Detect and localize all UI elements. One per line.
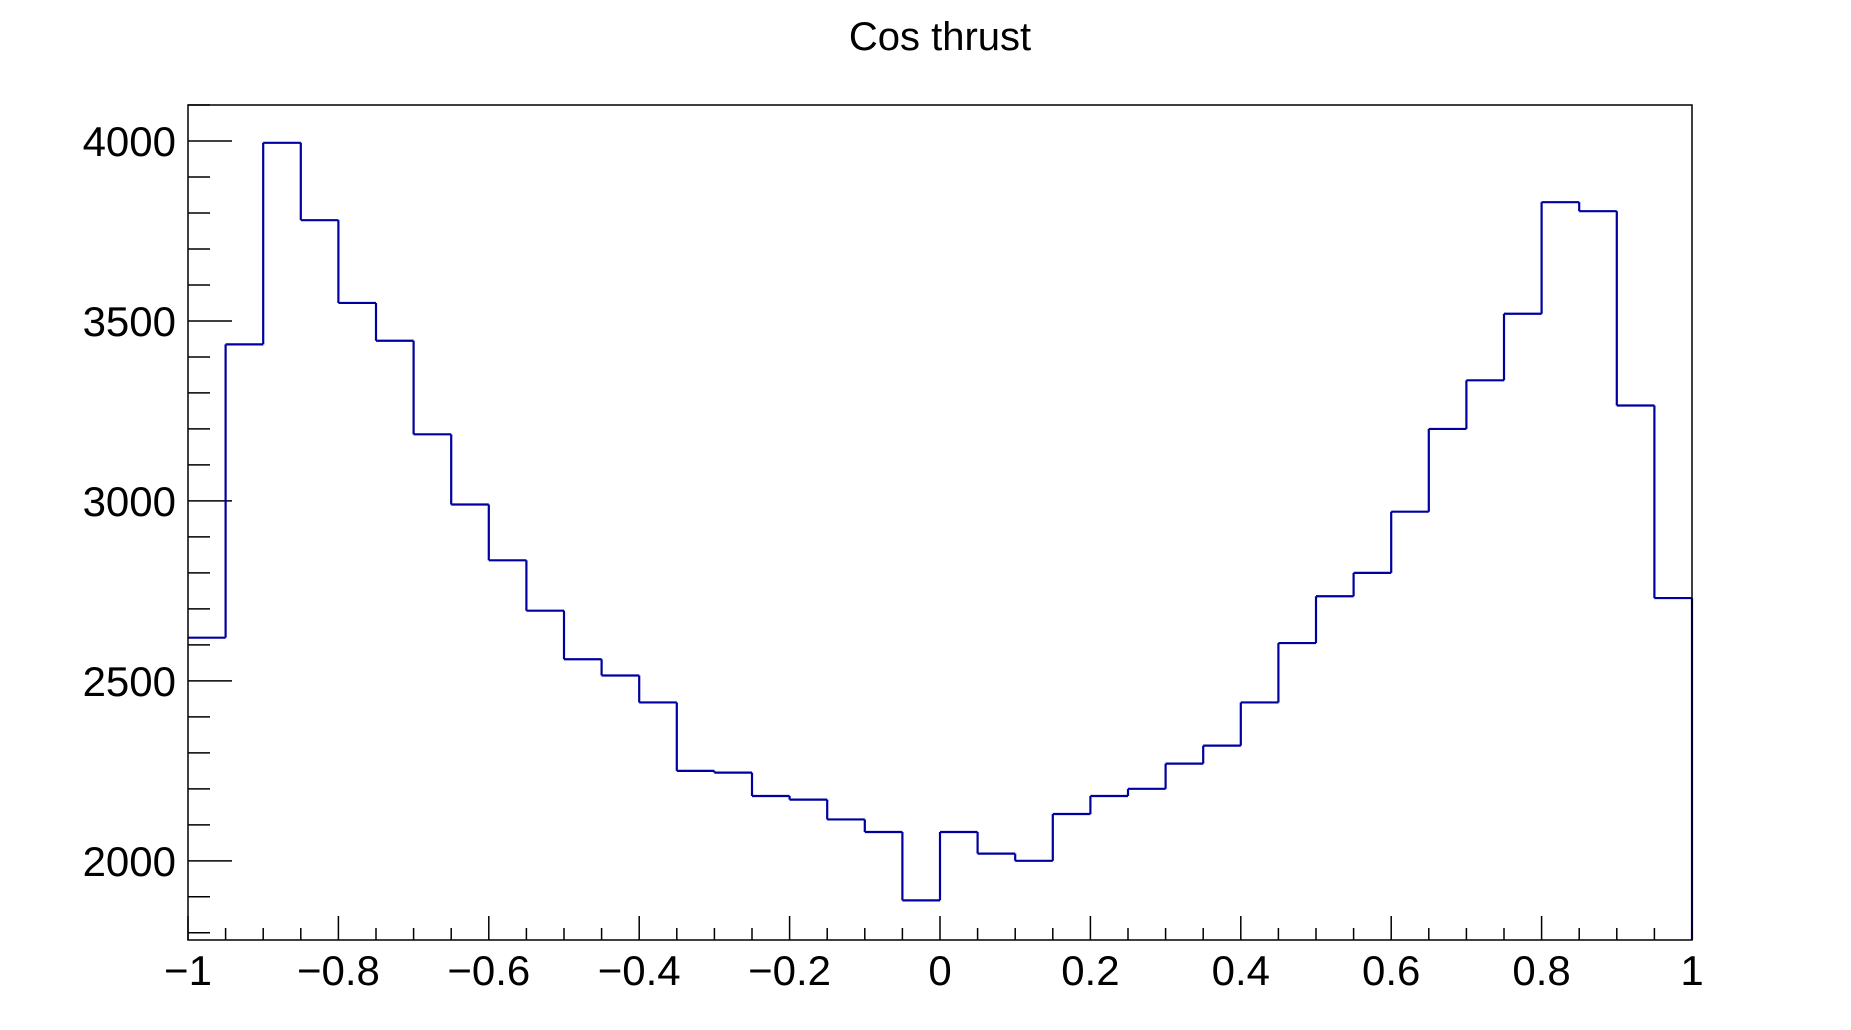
chart-title: Cos thrust: [849, 15, 1031, 59]
x-tick-label: 0: [928, 947, 951, 994]
x-tick-label: 0.6: [1362, 947, 1420, 994]
axis-ticks: [187, 104, 1693, 940]
x-tick-label: −1: [164, 947, 212, 994]
x-tick-label: −0.2: [748, 947, 831, 994]
y-tick-label: 3000: [83, 478, 176, 525]
y-tick-label: 4000: [83, 118, 176, 165]
y-tick-label: 3500: [83, 298, 176, 345]
plot-frame: [187, 104, 1693, 941]
axis-tick-labels: −1 −0.8 −0.6 −0.4 −0.2 0 0.2 0.4 0.6 0.8 1 2000 2500…: [83, 118, 1704, 994]
x-tick-label: 0.4: [1212, 947, 1270, 994]
x-tick-label: 1: [1680, 947, 1703, 994]
y-tick-label: 2000: [83, 838, 176, 885]
x-tick-label: −0.8: [297, 947, 380, 994]
x-tick-label: 0.2: [1061, 947, 1119, 994]
x-tick-label: −0.4: [598, 947, 681, 994]
x-tick-label: −0.6: [447, 947, 530, 994]
y-tick-label: 2500: [83, 658, 176, 705]
x-tick-label: 0.8: [1512, 947, 1570, 994]
histogram-bins: [188, 141, 1694, 940]
